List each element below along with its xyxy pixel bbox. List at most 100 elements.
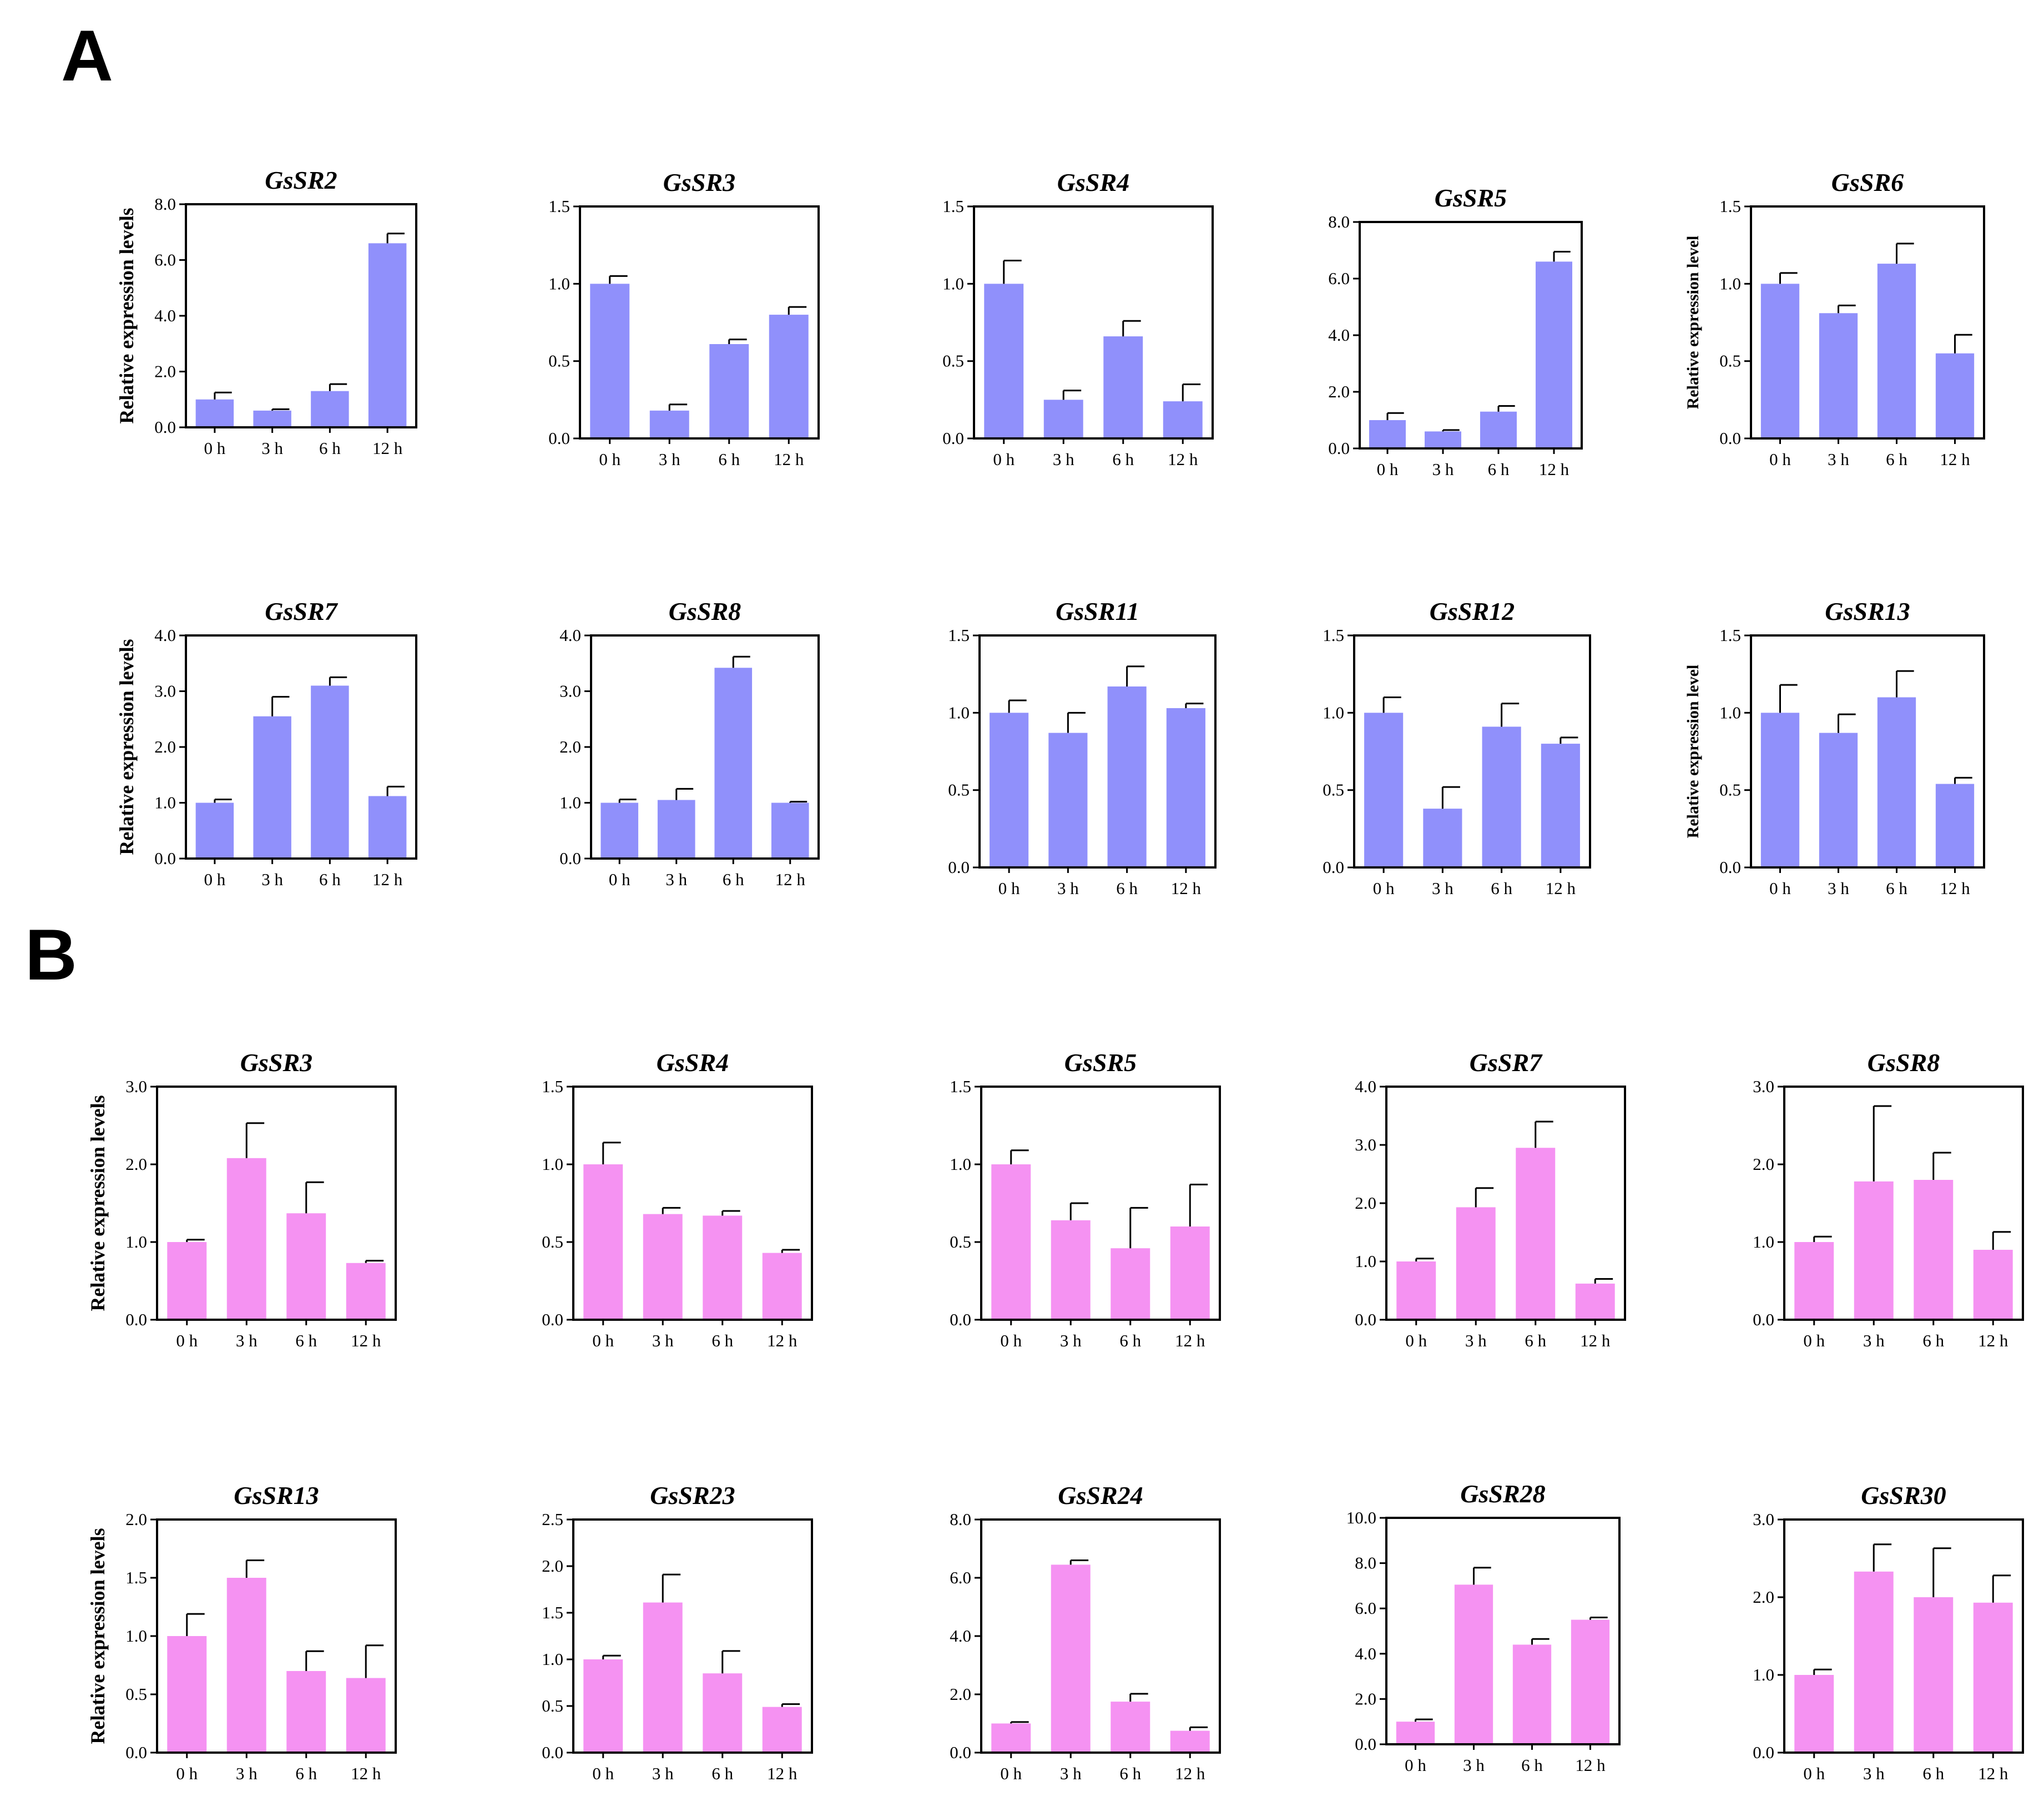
x-tick-label: 6 h	[319, 870, 341, 889]
y-tick-label: 1.0	[1753, 1232, 1774, 1251]
bar-6h	[709, 344, 749, 438]
y-tick-label: 0.0	[542, 1310, 563, 1329]
y-tick-label: 2.0	[125, 1154, 147, 1174]
x-tick-label: 12 h	[1168, 450, 1198, 469]
chart-b-gssr4: 0.0 0.5 1.0 1.5 0 h 3 h 6 h 12 h GsSR4	[542, 1048, 813, 1350]
y-tick-label: 0.0	[948, 857, 970, 877]
error-bar	[618, 798, 637, 803]
chart-title: GsSR23	[650, 1481, 735, 1510]
x-tick-label: 12 h	[1171, 879, 1202, 898]
y-tick-label: 2.0	[559, 737, 581, 756]
bar-0h	[583, 1164, 623, 1320]
chart-b-gssr23: 0.0 0.5 1.0 1.5 2.0 2.5 0 h 3 h 6 h 12 h GsSR23	[542, 1481, 813, 1783]
bar-0h	[1760, 713, 1800, 867]
bar-3h	[1425, 431, 1461, 448]
chart-b-gssr7: 0.0 1.0 2.0 3.0 4.0 0 h 3 h 6 h 12 h GsSR7	[1355, 1048, 1626, 1350]
y-axis-label: Relative expression level	[1684, 236, 1702, 410]
error-bar	[1813, 1235, 1832, 1242]
chart-a-gssr6: 0.0 0.5 1.0 1.5 0 h 3 h 6 h 12 h GsSR6 Relative e…	[1684, 168, 1985, 469]
error-bar	[1954, 776, 1972, 784]
chart-b-gssr30: 0.0 1.0 2.0 3.0 0 h 3 h 6 h 12 h GsSR30	[1753, 1481, 2024, 1783]
chart-a-gssr8: 0.0 1.0 2.0 3.0 4.0 0 h 3 h 6 h 12 h GsSR8	[559, 597, 820, 889]
bar-3h	[657, 800, 695, 859]
error-bar	[1185, 703, 1204, 708]
y-tick-label: 4.0	[154, 625, 176, 645]
x-tick-label: 6 h	[1116, 879, 1138, 898]
bar-6h	[311, 685, 349, 859]
bar-0h	[991, 1164, 1031, 1320]
y-tick-label: 1.0	[542, 1649, 563, 1669]
bar-0h	[1760, 284, 1800, 438]
y-tick-label: 1.0	[548, 274, 570, 293]
x-tick-label: 12 h	[1978, 1764, 2008, 1783]
y-tick-label: 1.0	[1719, 274, 1741, 293]
y-tick-label: 1.5	[1323, 625, 1344, 645]
y-tick-label: 4.0	[1355, 1644, 1376, 1663]
y-tick-label: 8.0	[1355, 1553, 1376, 1573]
chart-title: GsSR7	[265, 597, 338, 625]
bar-6h	[311, 391, 349, 427]
plot-frame	[1783, 1086, 2024, 1321]
y-tick-label: 6.0	[1328, 269, 1350, 288]
bar-6h	[703, 1215, 743, 1320]
bar-12h	[762, 1253, 802, 1320]
x-tick-label: 12 h	[767, 1764, 798, 1783]
y-tick-label: 3.0	[1753, 1510, 1774, 1529]
plot-frame	[1353, 634, 1591, 869]
error-bar	[214, 798, 232, 803]
x-tick-label: 6 h	[1521, 1755, 1543, 1775]
y-tick-label: 1.5	[542, 1603, 563, 1622]
x-tick-label: 12 h	[775, 870, 806, 889]
error-bar	[602, 1142, 621, 1164]
bar-6h	[1914, 1597, 1954, 1753]
x-tick-label: 12 h	[351, 1331, 381, 1350]
error-bar	[1992, 1574, 2011, 1603]
chart-b-gssr3: 0.0 1.0 2.0 3.0 0 h 3 h 6 h 12 h GsSR3 Relative e…	[87, 1048, 397, 1350]
x-tick-label: 12 h	[1175, 1764, 1205, 1783]
chart-b-gssr8: 0.0 1.0 2.0 3.0 0 h 3 h 6 h 12 h GsSR8	[1753, 1048, 2024, 1350]
y-tick-label: 8.0	[950, 1510, 971, 1529]
y-tick-label: 0.0	[559, 849, 581, 868]
plot-frame	[1783, 1518, 2024, 1754]
y-tick-label: 2.0	[542, 1556, 563, 1576]
x-tick-label: 12 h	[372, 438, 403, 458]
error-bar	[1896, 670, 1914, 698]
y-tick-label: 0.0	[1719, 428, 1741, 448]
bar-6h	[286, 1213, 326, 1320]
y-tick-label: 2.0	[125, 1510, 147, 1529]
chart-title: GsSR13	[1825, 597, 1910, 625]
chart-a-gssr7: 0.0 1.0 2.0 3.0 4.0 0 h 3 h 6 h 12 h GsSR7 Relativ…	[115, 597, 417, 889]
y-tick-label: 0.0	[1355, 1734, 1376, 1754]
y-tick-label: 0.5	[1719, 351, 1741, 371]
error-bar	[781, 1249, 800, 1253]
x-tick-label: 3 h	[652, 1764, 674, 1783]
y-tick-label: 3.0	[1753, 1077, 1774, 1096]
bar-6h	[1877, 697, 1916, 867]
y-tick-label: 0.0	[1323, 857, 1344, 877]
y-tick-label: 1.5	[1719, 196, 1741, 216]
bar-12h	[1571, 1619, 1610, 1744]
error-bar	[602, 1654, 621, 1659]
y-tick-label: 0.0	[942, 428, 964, 448]
error-bar	[305, 1181, 324, 1214]
y-tick-label: 8.0	[1328, 212, 1350, 231]
x-tick-label: 0 h	[1000, 1764, 1022, 1783]
x-tick-label: 0 h	[176, 1764, 198, 1783]
error-bar	[1594, 1278, 1613, 1284]
bar-3h	[1454, 1584, 1493, 1744]
y-tick-label: 0.5	[542, 1232, 563, 1251]
y-tick-label: 1.5	[548, 196, 570, 216]
x-tick-label: 12 h	[1940, 450, 1970, 469]
bar-3h	[1423, 809, 1462, 867]
bar-6h	[1107, 686, 1147, 867]
x-tick-label: 6 h	[723, 870, 744, 889]
error-bar	[1010, 1721, 1029, 1724]
x-tick-label: 0 h	[1803, 1331, 1825, 1350]
x-tick-label: 0 h	[592, 1331, 614, 1350]
error-bar	[1062, 390, 1082, 400]
error-bar	[1992, 1231, 2011, 1250]
error-bar	[1189, 1183, 1208, 1226]
plot-frame	[572, 1518, 813, 1754]
bar-3h	[643, 1214, 683, 1320]
